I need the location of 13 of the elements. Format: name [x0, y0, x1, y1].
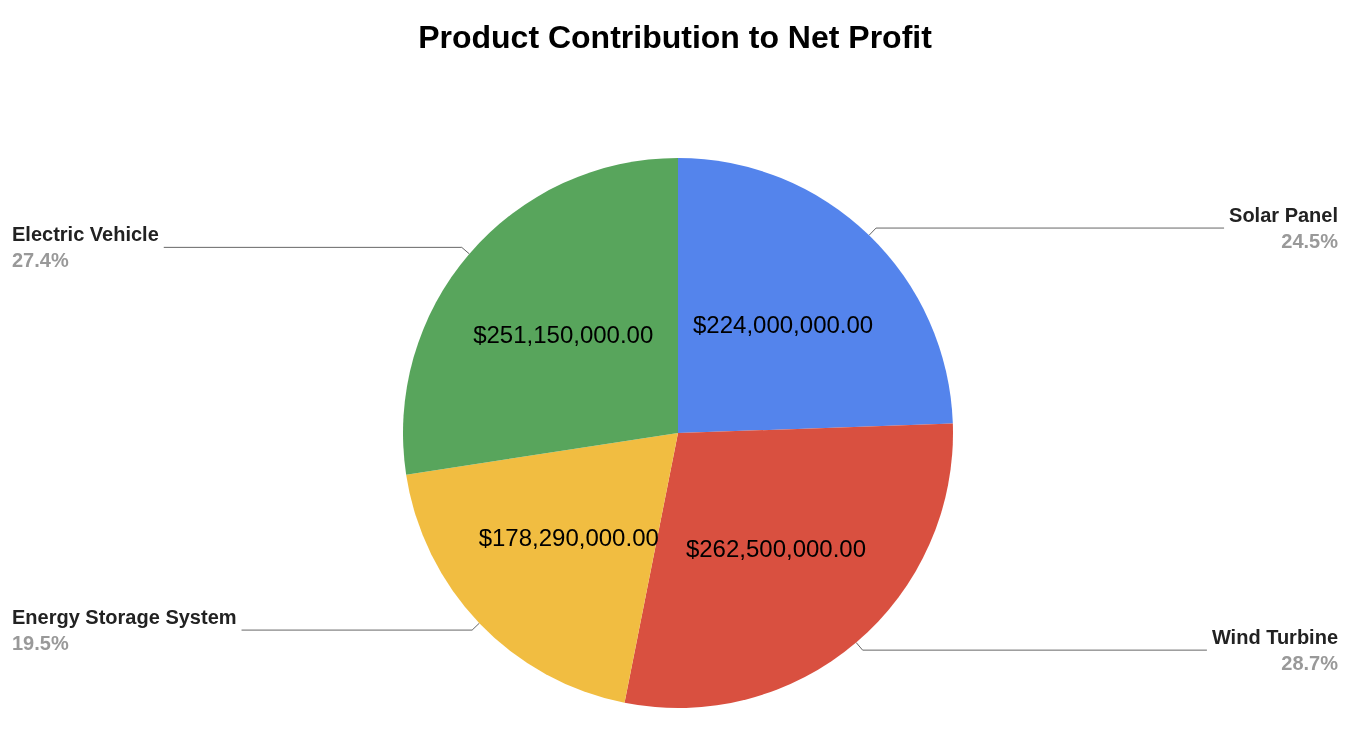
data-label: $251,150,000.00: [473, 320, 654, 348]
text: 27.4%: [12, 249, 69, 272]
text: 24.5%: [1281, 230, 1338, 253]
data-label: $224,000,000.00: [693, 310, 874, 338]
text: 19.5%: [12, 632, 69, 655]
data-label: $262,500,000.00: [685, 534, 867, 562]
chart-title: Product Contribution to Net Profit: [418, 19, 933, 55]
slice-label: Electric Vehicle: [12, 223, 159, 246]
slice-label: Energy Storage System: [12, 606, 237, 629]
data-label: $178,290,000.00: [478, 524, 659, 552]
slice-label: Solar Panel: [1229, 204, 1338, 227]
slice-label: Wind Turbine: [1211, 626, 1338, 649]
text: 28.7%: [1281, 652, 1338, 675]
